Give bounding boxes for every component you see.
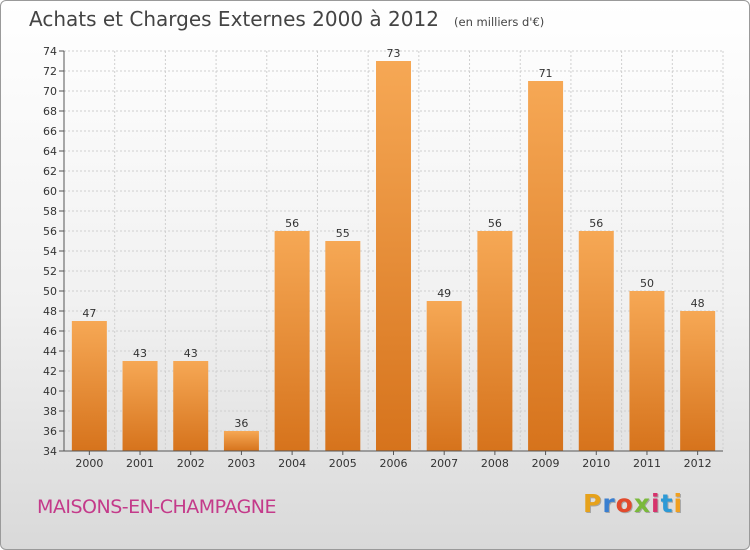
x-tick-label: 2009	[532, 457, 560, 470]
bar-value-label: 73	[387, 47, 401, 60]
bar	[477, 231, 513, 451]
y-tick-label: 34	[43, 445, 57, 458]
x-tick-label: 2001	[126, 457, 154, 470]
x-tick-label: 2008	[481, 457, 509, 470]
y-tick-label: 64	[43, 145, 57, 158]
y-tick-label: 66	[43, 125, 57, 138]
bar	[629, 291, 665, 451]
bar	[71, 321, 107, 451]
bar	[578, 231, 614, 451]
logo-letter: i	[673, 489, 684, 518]
place-name: MAISONS-EN-CHAMPAGNE	[37, 496, 277, 518]
x-tick-label: 2011	[633, 457, 661, 470]
bars: 47 43 43 36 56 55 73 49 56 71 56 50 48	[71, 47, 716, 451]
proxiti-logo: Proxiti	[583, 489, 683, 518]
bar	[274, 231, 310, 451]
y-tick-label: 50	[43, 285, 57, 298]
axes: 34 36 38 40 42 44 46 48 50 52 54 56 58 60 62 64 66 68 70 72…	[43, 45, 723, 470]
y-tick-label: 48	[43, 305, 57, 318]
logo-letter: t	[660, 489, 674, 518]
y-tick-label: 74	[43, 45, 57, 58]
x-tick-label: 2010	[582, 457, 610, 470]
bar	[426, 301, 462, 451]
chart-subtitle: (en milliers d'€)	[454, 15, 545, 29]
x-tick-label: 2012	[684, 457, 712, 470]
x-tick-label: 2007	[430, 457, 458, 470]
bar-value-label: 43	[184, 347, 198, 360]
x-tick-label: 2004	[278, 457, 306, 470]
y-tick-label: 46	[43, 325, 57, 338]
bar	[376, 61, 411, 451]
y-tick-label: 60	[43, 185, 57, 198]
y-tick-label: 56	[43, 225, 57, 238]
y-tick-label: 68	[43, 105, 57, 118]
logo-letter: r	[602, 489, 616, 518]
bar-value-label: 71	[539, 67, 553, 80]
bar-value-label: 56	[285, 217, 299, 230]
bar	[680, 311, 716, 451]
bar-value-label: 47	[82, 307, 96, 320]
y-tick-label: 42	[43, 365, 57, 378]
logo-letter: i	[651, 489, 661, 518]
logo-letter: x	[633, 489, 651, 518]
y-tick-label: 72	[43, 65, 57, 78]
y-tick-label: 54	[43, 245, 57, 258]
bar	[325, 241, 361, 451]
title-row: Achats et Charges Externes 2000 à 2012 (…	[29, 7, 544, 31]
y-tick-label: 38	[43, 405, 57, 418]
bar-value-label: 43	[133, 347, 147, 360]
x-tick-label: 2003	[227, 457, 255, 470]
y-tick-label: 40	[43, 385, 57, 398]
x-tick-label: 2000	[75, 457, 103, 470]
y-tick-label: 58	[43, 205, 57, 218]
bar-value-label: 36	[234, 417, 248, 430]
x-tick-label: 2002	[177, 457, 205, 470]
bar	[528, 81, 564, 451]
bar	[173, 361, 209, 451]
y-tick-label: 36	[43, 425, 57, 438]
bar-chart: 47 43 43 36 56 55 73 49 56 71 56 50 48 34 36 38 40 42 44 4…	[43, 45, 724, 470]
x-tick-label: 2006	[380, 457, 408, 470]
bar-value-label: 49	[437, 287, 451, 300]
chart-title: Achats et Charges Externes 2000 à 2012	[29, 7, 439, 31]
bar-value-label: 48	[691, 297, 705, 310]
y-tick-label: 44	[43, 345, 57, 358]
bar-value-label: 50	[640, 277, 654, 290]
logo-letter: o	[615, 489, 634, 518]
bar	[223, 431, 259, 451]
y-tick-label: 52	[43, 265, 57, 278]
bar-value-label: 55	[336, 227, 350, 240]
bar-value-label: 56	[488, 217, 502, 230]
y-tick-label: 70	[43, 85, 57, 98]
bar	[122, 361, 158, 451]
logo-letter: P	[583, 489, 603, 518]
bar-value-label: 56	[589, 217, 603, 230]
x-tick-label: 2005	[329, 457, 357, 470]
y-tick-label: 62	[43, 165, 57, 178]
